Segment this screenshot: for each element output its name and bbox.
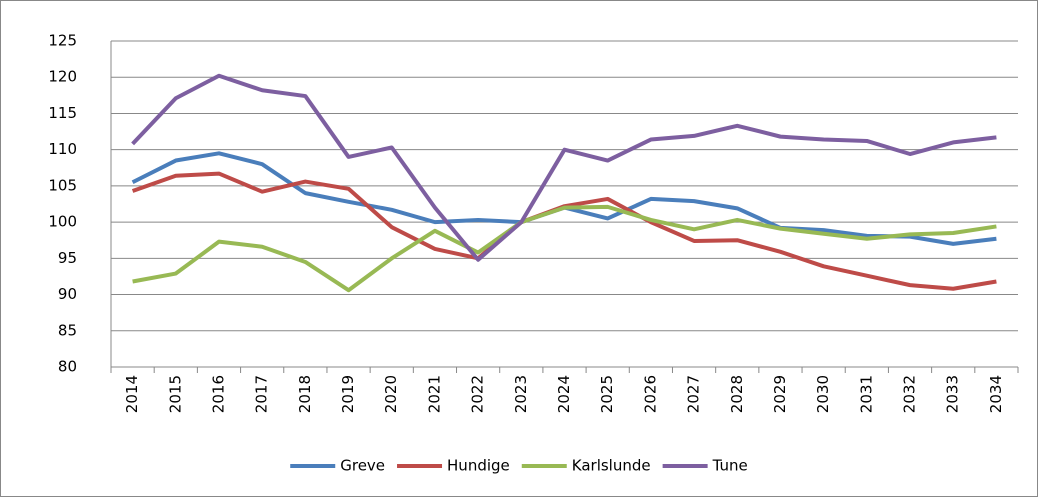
x-tick-label: 2034 xyxy=(987,375,1005,413)
x-tick-label: 2018 xyxy=(296,375,314,413)
y-tick-label: 120 xyxy=(48,68,77,86)
x-tick-label: 2033 xyxy=(944,375,962,413)
x-tick-label: 2031 xyxy=(857,375,875,413)
y-tick-label: 90 xyxy=(58,285,77,303)
y-tick-label: 115 xyxy=(48,104,77,122)
y-tick-label: 85 xyxy=(58,321,77,339)
x-tick-label: 2017 xyxy=(253,375,271,413)
legend-label: Greve xyxy=(340,457,385,475)
x-tick-label: 2016 xyxy=(209,375,227,413)
y-tick-label: 110 xyxy=(48,140,77,158)
line-series xyxy=(131,73,997,262)
legend-label: Hundige xyxy=(447,457,510,475)
x-tick-label: 2028 xyxy=(728,375,746,413)
x-tick-label: 2015 xyxy=(166,375,184,413)
y-tick-label: 80 xyxy=(58,358,77,376)
x-tick-label: 2030 xyxy=(814,375,832,413)
x-tick-label: 2026 xyxy=(641,375,659,413)
y-tick-label: 105 xyxy=(48,176,77,194)
x-tick-label: 2022 xyxy=(469,375,487,413)
y-tick-label: 95 xyxy=(58,249,77,267)
y-tick-label: 125 xyxy=(48,32,77,50)
legend-label: Karlslunde xyxy=(572,457,651,475)
x-tick-label: 2025 xyxy=(598,375,616,413)
x-tick-label: 2027 xyxy=(685,375,703,413)
x-tick-label: 2014 xyxy=(123,375,141,413)
x-tick-label: 2019 xyxy=(339,375,357,413)
x-tick-label: 2024 xyxy=(555,375,573,413)
legend-label: Tune xyxy=(712,457,748,475)
x-tick-label: 2023 xyxy=(512,375,530,413)
line-series xyxy=(132,204,997,293)
x-tick-label: 2029 xyxy=(771,375,789,413)
y-tick-label: 100 xyxy=(48,213,77,231)
x-tick-label: 2021 xyxy=(425,375,443,413)
x-tick-label: 2020 xyxy=(382,375,400,413)
x-tick-label: 2032 xyxy=(901,375,919,413)
